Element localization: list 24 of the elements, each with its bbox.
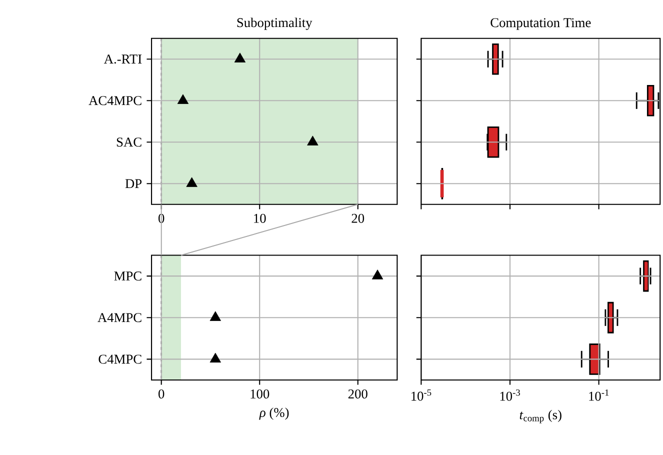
x-tick-label: 0	[158, 390, 164, 399]
chart-title: Suboptimality	[237, 18, 312, 30]
x-axis-title: t$_{comp}$ (s)	[520, 410, 562, 424]
point	[234, 52, 246, 63]
x-tick-label: 10	[254, 214, 266, 223]
y-tick-label: SAC	[116, 138, 142, 147]
y-tick-label: A.-RTI	[104, 54, 142, 64]
point	[307, 136, 318, 146]
y-tick-label: C4MPC	[98, 354, 142, 364]
y-tick-label: AC4MPC	[88, 96, 142, 106]
y-tick-label: A4MPC	[98, 313, 142, 322]
x-tick-label: 10$^{-5}$	[412, 390, 432, 401]
y-tick-label: MPC	[114, 272, 142, 281]
point	[177, 94, 189, 104]
x-tick-label: 10$^{-1}$	[589, 390, 609, 401]
x-tick-label: 20	[352, 214, 364, 223]
x-tick-label: 200	[348, 390, 368, 399]
x-tick-label: 10$^{-3}$	[500, 390, 520, 401]
x-tick-label: 0	[158, 214, 164, 223]
y-tick-label: DP	[125, 179, 142, 188]
x-tick-label: 100	[250, 390, 270, 399]
point	[186, 177, 198, 188]
x-axis-title: ρ (%)	[259, 408, 289, 420]
chart-title: Computation Time	[490, 18, 591, 30]
